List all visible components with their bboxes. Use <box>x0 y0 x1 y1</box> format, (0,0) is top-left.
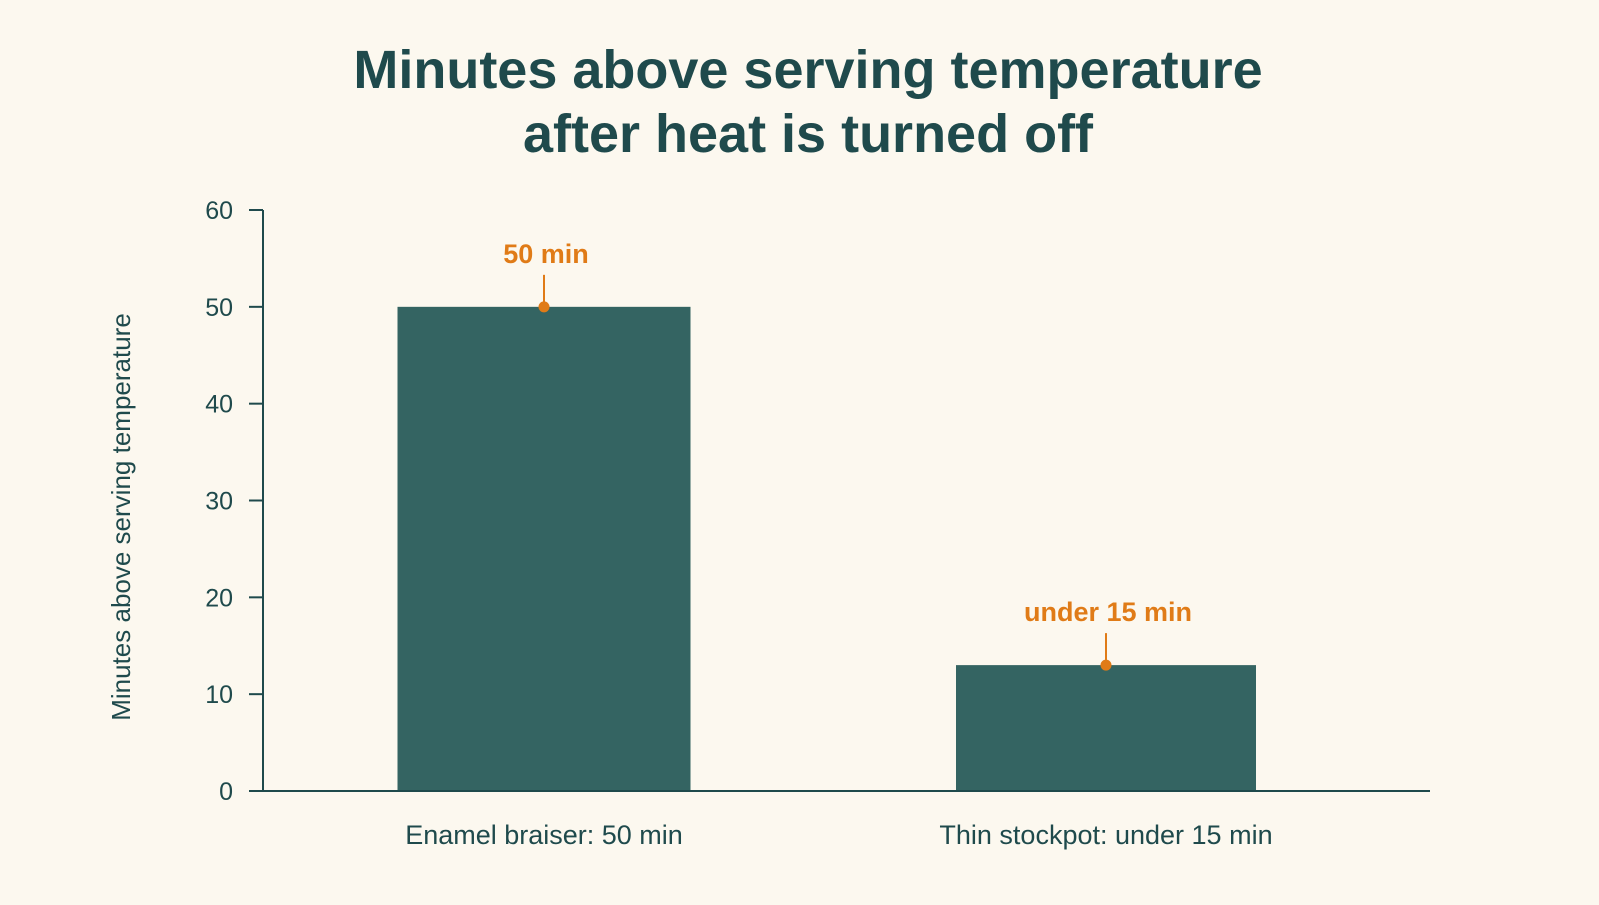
y-axis-ticks: 0 10 20 30 40 50 60 <box>205 197 263 806</box>
category-label: Thin stockpot: under 15 min <box>939 820 1272 850</box>
bar <box>956 665 1256 791</box>
y-axis-label: Minutes above serving temperature <box>106 313 136 721</box>
chart-title: Minutes above serving temperature after … <box>353 40 1262 164</box>
data-label: 50 min <box>503 239 589 269</box>
y-tick-label: 50 <box>205 294 233 322</box>
bars-group <box>397 306 1256 791</box>
y-tick-label: 20 <box>205 584 233 612</box>
bar <box>397 306 691 791</box>
chart-title-line-2: after heat is turned off <box>523 104 1094 164</box>
y-tick-label: 30 <box>205 488 233 516</box>
data-labels-group: 50 min under 15 min <box>503 239 1192 671</box>
y-tick-label: 60 <box>205 197 233 225</box>
chart-title-line-1: Minutes above serving temperature <box>353 40 1262 100</box>
y-tick-label: 40 <box>205 391 233 419</box>
data-point-marker <box>1100 659 1112 671</box>
y-tick-label: 0 <box>219 778 233 806</box>
data-point-marker <box>538 301 550 313</box>
data-label: under 15 min <box>1024 597 1192 627</box>
category-labels-group: Enamel braiser: 50 min Thin stockpot: und… <box>405 820 1272 850</box>
category-label: Enamel braiser: 50 min <box>405 820 683 850</box>
y-tick-label: 10 <box>205 681 233 709</box>
